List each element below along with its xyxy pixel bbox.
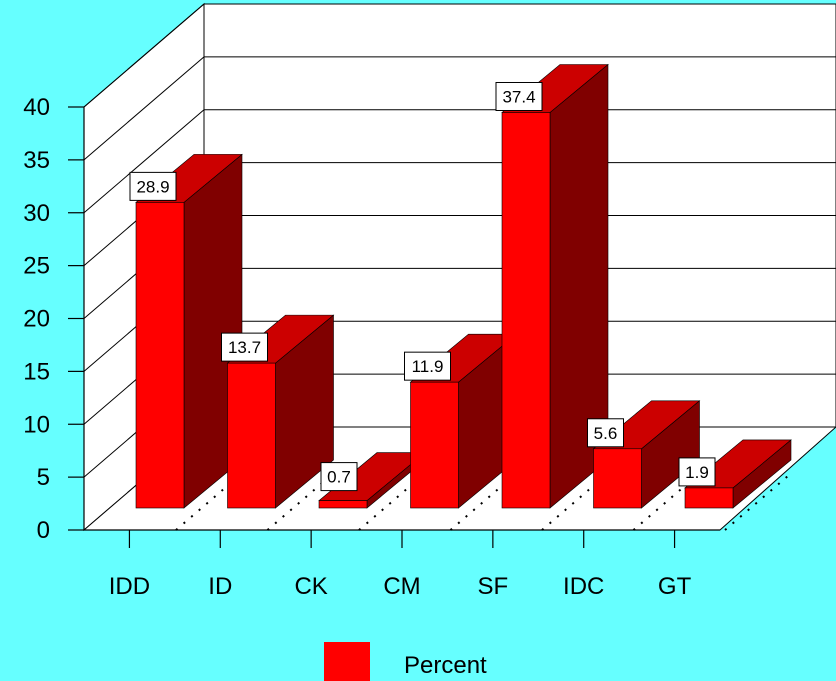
x-axis-ticks: IDD ID CK CM SF IDC GT (109, 573, 692, 600)
bar-idc: 5.6 (587, 400, 701, 509)
data-label: 37.4 (502, 87, 535, 106)
data-label: 11.9 (412, 357, 444, 376)
data-label-box (320, 462, 358, 492)
data-label: 0.7 (327, 468, 351, 487)
data-label: 5.6 (594, 424, 618, 443)
bar (135, 202, 185, 509)
bar (593, 448, 642, 509)
data-label-box (678, 457, 716, 487)
x-tick-label: GT (658, 573, 692, 600)
y-tick-label: 20 (23, 306, 50, 333)
bar (410, 381, 459, 509)
x-tick-label: CK (294, 573, 327, 600)
x-tick-label: CM (383, 573, 420, 600)
y-axis-ticks: 0 5 10 15 20 25 30 35 40 (23, 94, 50, 544)
y-tick-label: 10 (23, 411, 50, 438)
y-tick-label: 25 (23, 253, 50, 280)
data-label: 13.7 (228, 338, 261, 357)
data-label-box (404, 351, 451, 381)
bar-gt: 1.9 (678, 439, 792, 509)
bar-id: 13.7 (221, 314, 335, 509)
bar (501, 112, 551, 509)
data-label-box (495, 81, 543, 111)
data-label: 1.9 (685, 463, 709, 482)
x-tick-label: ID (208, 573, 232, 600)
y-tick-label: 15 (23, 358, 50, 385)
data-label-box (129, 171, 177, 201)
bar (318, 500, 368, 509)
legend: Percent (324, 642, 487, 681)
gridline-side (83, 3, 205, 108)
legend-label: Percent (404, 652, 487, 679)
data-label-box (221, 332, 268, 362)
y-tick-label: 35 (23, 147, 50, 174)
x-tick-label: IDC (563, 573, 604, 600)
x-tick-label: IDD (109, 573, 150, 600)
legend-swatch (324, 642, 370, 681)
y-tick-label: 5 (37, 464, 50, 491)
bars: 28.9 13.7 0.7 11.9 37.4 5.6 1.9 (129, 63, 792, 531)
y-tick-label: 40 (23, 94, 50, 121)
bar-idd: 28.9 (129, 153, 243, 509)
axes (68, 106, 720, 548)
gridline-side (83, 56, 205, 161)
y-tick-label: 0 (37, 517, 50, 544)
bar-sf: 37.4 (495, 63, 609, 509)
bar (684, 487, 734, 509)
y-tick-label: 30 (23, 200, 50, 227)
data-label-box (587, 418, 624, 448)
bar (227, 362, 276, 509)
gridline-side (83, 109, 205, 214)
data-label: 28.9 (136, 177, 169, 196)
x-tick-label: SF (478, 573, 509, 600)
